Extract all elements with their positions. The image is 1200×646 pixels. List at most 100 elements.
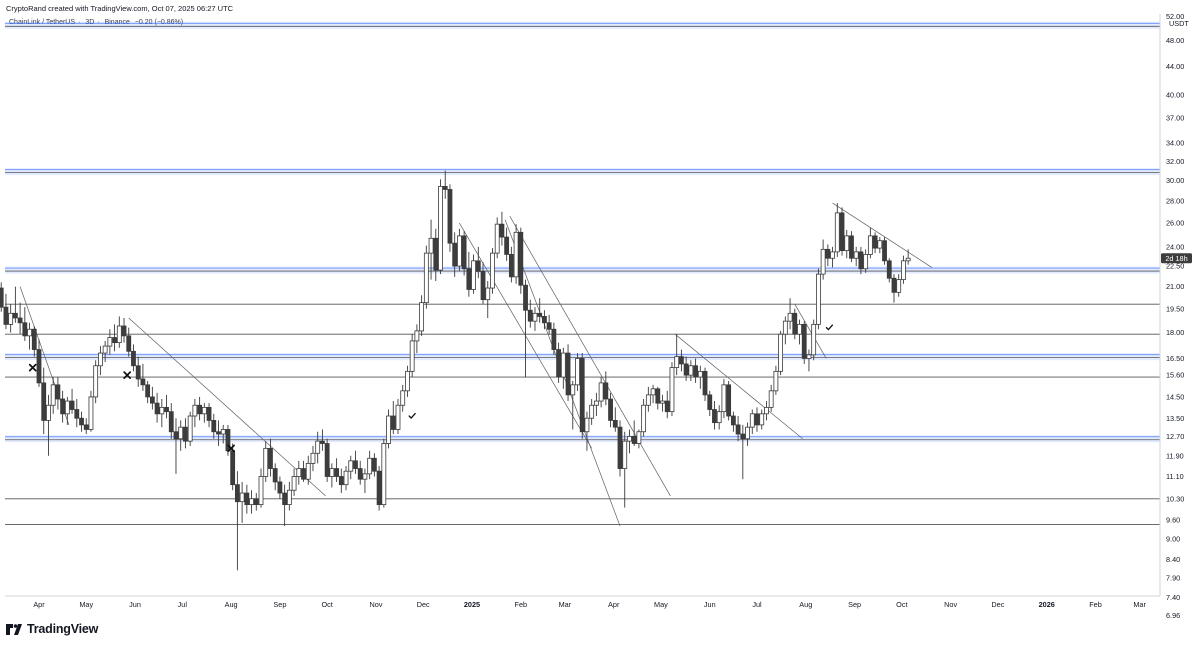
candle	[523, 279, 528, 378]
candle	[537, 298, 543, 323]
candle	[395, 398, 401, 435]
symbol-change: −0.20 (−0.86%)	[134, 19, 184, 26]
price-tick-label: 28.00	[1166, 197, 1184, 206]
candle-body-up	[249, 498, 254, 506]
price-tick-label: 26.00	[1166, 219, 1184, 228]
candle	[608, 392, 613, 428]
candle-body-up	[315, 440, 321, 454]
candle	[896, 274, 902, 297]
candle	[787, 298, 793, 330]
candle-body-down	[149, 396, 155, 404]
candle-body-up	[362, 473, 368, 480]
candle	[353, 450, 358, 474]
candle	[627, 429, 632, 454]
candle	[650, 384, 656, 404]
candle	[206, 403, 212, 428]
symbol-interval: 3D	[85, 19, 95, 26]
candle	[8, 304, 14, 333]
candle-body-up	[749, 413, 755, 428]
candle-body-up	[745, 426, 750, 440]
candle-body-down	[230, 450, 236, 486]
candle	[901, 255, 906, 284]
candle-body-down	[83, 424, 89, 430]
candle	[268, 438, 273, 477]
candle-body-down	[518, 231, 524, 286]
candle	[272, 463, 278, 491]
candle-body-down	[320, 440, 325, 444]
candle	[154, 392, 160, 423]
candle	[475, 246, 481, 279]
chart-credit: CryptoRand created with TradingView.com,…	[6, 4, 234, 13]
candle	[258, 468, 264, 508]
candle	[400, 384, 406, 412]
candle	[702, 367, 708, 402]
candle	[660, 394, 665, 412]
candle	[542, 310, 547, 330]
candle	[551, 322, 557, 355]
candle	[83, 418, 89, 435]
candle-body-down	[712, 409, 717, 424]
tradingview-logo[interactable]: TradingView	[6, 621, 98, 637]
candle	[131, 344, 136, 372]
candle	[886, 258, 892, 283]
candle-body-down	[131, 350, 136, 367]
time-tick-label: Oct	[896, 600, 907, 609]
candle	[60, 390, 66, 423]
candle-body-down	[3, 306, 9, 325]
candle	[707, 390, 713, 417]
candle-body-down	[891, 277, 897, 293]
candle	[603, 371, 609, 406]
candle-body-down	[282, 492, 288, 506]
candle-body-up	[674, 356, 680, 369]
candle-body-down	[126, 335, 132, 352]
candle-body-up	[296, 468, 302, 477]
candle-body-down	[36, 349, 42, 384]
candle-body-up	[405, 370, 410, 392]
candle-body-down	[60, 398, 66, 415]
candle	[688, 360, 694, 381]
candle	[41, 367, 47, 435]
price-tick-label: 52.00	[1166, 12, 1184, 21]
candle	[471, 254, 476, 294]
candle	[466, 251, 472, 297]
candle	[362, 468, 368, 494]
candle	[0, 282, 4, 312]
candle-body-up	[428, 237, 434, 254]
candle	[315, 431, 321, 464]
time-tick-label: Aug	[225, 600, 238, 609]
candle	[277, 476, 283, 499]
candle-body-down	[0, 287, 4, 308]
candle-body-up	[905, 257, 911, 262]
candle-body-down	[707, 394, 713, 410]
candle	[485, 281, 491, 319]
candle	[683, 356, 689, 381]
candle-body-up	[641, 404, 647, 433]
candle	[201, 403, 207, 423]
candle	[112, 324, 117, 352]
symbol-legend[interactable]: ChainLink / TetherUS · 3D · Binance −0.20 …	[9, 19, 184, 26]
candle	[546, 314, 552, 335]
candle	[494, 217, 500, 259]
candle-body-up	[64, 400, 70, 415]
time-tick-label: Jul	[178, 600, 188, 609]
price-tick-label: 34.00	[1166, 139, 1184, 148]
candle-body-down	[31, 328, 37, 350]
time-tick-label: Mar	[559, 600, 572, 609]
candle-body-down	[112, 337, 117, 344]
candle-body-down	[508, 253, 514, 278]
candle	[135, 356, 141, 387]
candle	[773, 365, 779, 395]
candle	[579, 353, 585, 439]
candle-body-down	[145, 384, 151, 398]
candle-body-down	[17, 317, 23, 324]
candle-body-up	[622, 440, 628, 469]
candle-body-down	[22, 322, 28, 337]
cross-marker	[123, 371, 132, 379]
candle	[423, 245, 429, 309]
candle-body-up	[400, 390, 406, 406]
candle	[244, 484, 250, 514]
time-tick-label: Jun	[704, 600, 716, 609]
price-axis: 52.00 48.00 44.00 40.00 37.00 34.00 32.00 30.00…	[1166, 12, 1184, 620]
candle-body-down	[882, 240, 887, 262]
